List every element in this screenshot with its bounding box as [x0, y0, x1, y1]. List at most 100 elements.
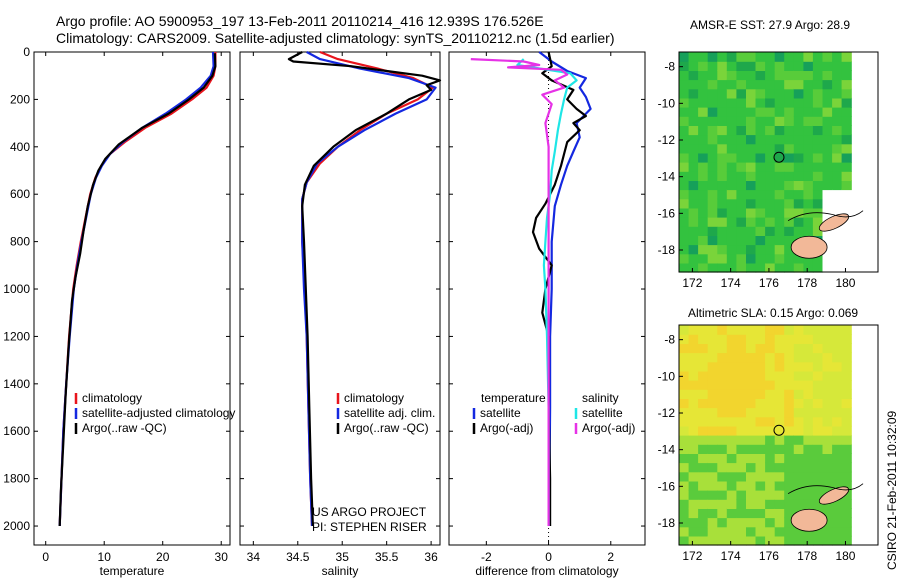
sst_map-cell: [841, 116, 852, 126]
sla_map-cell: [755, 352, 766, 363]
sla_map-cell: [698, 508, 709, 519]
sst_map-cell: [746, 134, 757, 145]
sst_map-cell: [688, 171, 699, 181]
sst_map-cell: [726, 244, 737, 255]
sst_map-cell: [755, 134, 766, 145]
sla_map-cell: [755, 334, 766, 344]
sst_map-cell: [812, 217, 824, 227]
temperature-xlabel: temperature: [100, 564, 165, 578]
sla_map-cell: [736, 343, 747, 354]
sla_map-cell: [736, 361, 747, 372]
sla_map-cell: [832, 462, 843, 473]
sla_map-cell: [784, 517, 795, 528]
sla_map-cell: [803, 334, 814, 344]
sst_map-cell: [793, 79, 804, 90]
sla_map-cell: [717, 416, 728, 427]
series-line-satellite-adjusted-climatology: [58, 51, 215, 527]
sla_map-cell: [793, 407, 804, 418]
sst_map-cell: [812, 253, 824, 264]
sla_map-cell: [784, 416, 795, 427]
sst_map-cell: [726, 207, 737, 218]
sla_map-cell: [755, 361, 766, 372]
sst_map-cell: [832, 162, 843, 172]
sst_map-cell: [755, 217, 766, 227]
sst_map-cell: [784, 79, 795, 90]
sst_map-cell: [812, 134, 824, 145]
sst_map-cell: [784, 107, 795, 117]
sst_map-cell: [726, 97, 737, 108]
sla_map-cell: [822, 370, 833, 381]
sla_map-cell: [688, 508, 699, 519]
sla_map-cell: [784, 499, 795, 509]
sst_map-cell: [793, 116, 804, 126]
sst_map-cell: [698, 152, 709, 163]
sla_map-cell: [803, 480, 814, 491]
sst_map-cell: [726, 116, 737, 126]
sla_map-cell: [698, 352, 709, 363]
sla_map-cell: [793, 480, 804, 491]
sla_map-cell: [765, 389, 776, 399]
sla_map-cell: [765, 361, 776, 372]
sla_map-ytick-label: -18: [658, 516, 676, 530]
sst_map-cell: [746, 217, 757, 227]
sst_map-cell: [793, 226, 804, 236]
sla_map-cell: [755, 526, 766, 537]
sla_map-cell: [736, 535, 747, 546]
sla_map-cell: [717, 471, 728, 482]
sst_map-cell: [774, 171, 785, 181]
sla_map-cell: [688, 416, 699, 427]
sst_map-cell: [832, 79, 843, 90]
sst_map-cell: [707, 134, 718, 145]
sst_map-cell: [746, 79, 757, 90]
sst_map-cell: [679, 226, 690, 236]
sla_map-cell: [812, 425, 824, 436]
sst_map-cell: [841, 88, 852, 99]
sst_map-cell: [841, 125, 852, 136]
sla_map-cell: [717, 389, 728, 399]
sla_map-cell: [841, 490, 852, 500]
sla_map-cell: [746, 361, 757, 372]
sst_map-cell: [784, 125, 795, 136]
sst_map-cell: [698, 244, 709, 255]
sst_map-cell: [679, 70, 690, 81]
sla_map-cell: [822, 325, 833, 335]
sla_map-cell: [832, 499, 843, 509]
sst_map-cell: [736, 244, 747, 255]
sst_map-xtick-label: 176: [759, 276, 779, 290]
sst_map-cell: [688, 88, 699, 99]
sst_map-cell: [793, 125, 804, 136]
sst_map-cell: [812, 171, 824, 181]
sst_map-xtick-label: 172: [682, 276, 702, 290]
difference-panel: [448, 51, 646, 546]
sla_map-cell: [717, 435, 728, 445]
sst_map-cell: [717, 143, 728, 154]
sst_map-cell: [726, 253, 737, 264]
sla_map-cell: [822, 334, 833, 344]
sst_map-cell: [707, 189, 718, 200]
sla_map-cell: [793, 352, 804, 363]
sla_map-cell: [784, 444, 795, 454]
sst_map-cell: [812, 162, 824, 172]
sst_map-ytick-label: -18: [658, 243, 676, 257]
sst_map-cell: [707, 116, 718, 126]
sst_map-cell: [698, 217, 709, 227]
sst_map-cell: [736, 171, 747, 181]
sst_map-cell: [784, 134, 795, 145]
sla_map-xtick-label: 180: [835, 549, 855, 563]
sst_map-cell: [841, 143, 852, 154]
sla_map-cell: [679, 343, 690, 354]
sst_map-cell: [765, 198, 776, 209]
sst_map-cell: [841, 52, 852, 62]
sst-map-title: AMSR-E SST: 27.9 Argo: 28.9: [690, 18, 851, 32]
sla_map-cell: [832, 416, 843, 427]
sla_map-cell: [726, 343, 737, 354]
sst_map-reef-contour: [787, 210, 864, 222]
salinity-xtick-label: 34: [247, 550, 261, 564]
sla_map-cell: [803, 425, 814, 436]
figure-title-line2: Climatology: CARS2009. Satellite-adjuste…: [56, 30, 615, 46]
sst_map-cell: [765, 262, 776, 273]
sst_map-cell: [812, 198, 824, 209]
sla_map-cell: [832, 380, 843, 390]
sla_map-cell: [765, 499, 776, 509]
sst_map-cell: [765, 152, 776, 163]
